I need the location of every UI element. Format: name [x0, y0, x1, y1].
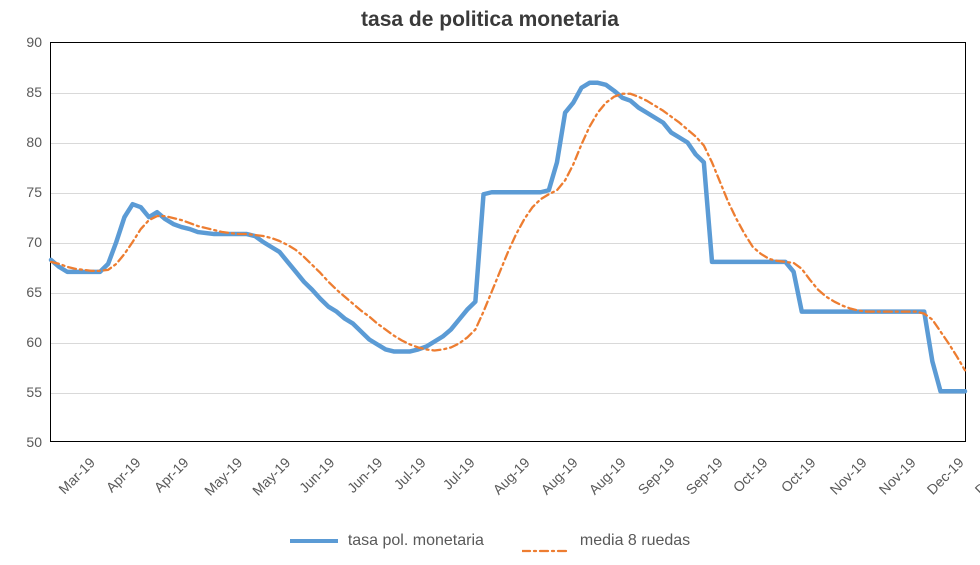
y-tick-label: 75 [0, 184, 42, 200]
x-tick-label: May-19 [249, 454, 293, 498]
x-tick-label: Jul-19 [391, 454, 429, 492]
x-tick-label: Aug-19 [586, 454, 629, 497]
x-tick-label: Sep-19 [682, 454, 725, 497]
x-tick-label: Apr-19 [151, 454, 192, 495]
chart-title: tasa de politica monetaria [0, 8, 980, 32]
x-tick-label: Nov-19 [827, 454, 870, 497]
x-tick-label: Jul-19 [439, 454, 477, 492]
y-tick-label: 60 [0, 334, 42, 350]
y-tick-label: 90 [0, 34, 42, 50]
x-tick-label: Oct-19 [730, 454, 771, 495]
x-tick-label: Nov-19 [875, 454, 918, 497]
x-tick-label: Sep-19 [634, 454, 677, 497]
y-tick-label: 50 [0, 434, 42, 450]
x-tick-label: May-19 [201, 454, 245, 498]
chart-container: tasa de politica monetaria 50 55 60 65 70 75 8… [0, 0, 980, 565]
y-tick-label: 85 [0, 84, 42, 100]
x-tick-label: Aug-19 [538, 454, 581, 497]
series-line [51, 83, 965, 391]
y-tick-label: 55 [0, 384, 42, 400]
series-line [51, 94, 965, 371]
plot-area [50, 42, 966, 442]
x-tick-label: Apr-19 [103, 454, 144, 495]
x-tick-label: Aug-19 [489, 454, 532, 497]
legend-label: media 8 ruedas [580, 532, 690, 550]
legend-label: tasa pol. monetaria [348, 532, 484, 550]
x-tick-label: Dec-19 [972, 454, 980, 497]
legend-item: tasa pol. monetaria [290, 532, 484, 550]
legend-swatch [290, 539, 338, 543]
x-tick-label: Oct-19 [778, 454, 819, 495]
x-tick-label: Mar-19 [55, 454, 98, 497]
y-tick-label: 70 [0, 234, 42, 250]
series-layer [51, 43, 965, 441]
legend-item: media 8 ruedas [522, 532, 690, 550]
x-tick-label: Dec-19 [923, 454, 966, 497]
x-tick-label: Jun-19 [296, 454, 338, 496]
x-tick-label: Jun-19 [344, 454, 386, 496]
y-tick-label: 65 [0, 284, 42, 300]
y-tick-label: 80 [0, 134, 42, 150]
legend: tasa pol. monetaria media 8 ruedas [0, 532, 980, 550]
